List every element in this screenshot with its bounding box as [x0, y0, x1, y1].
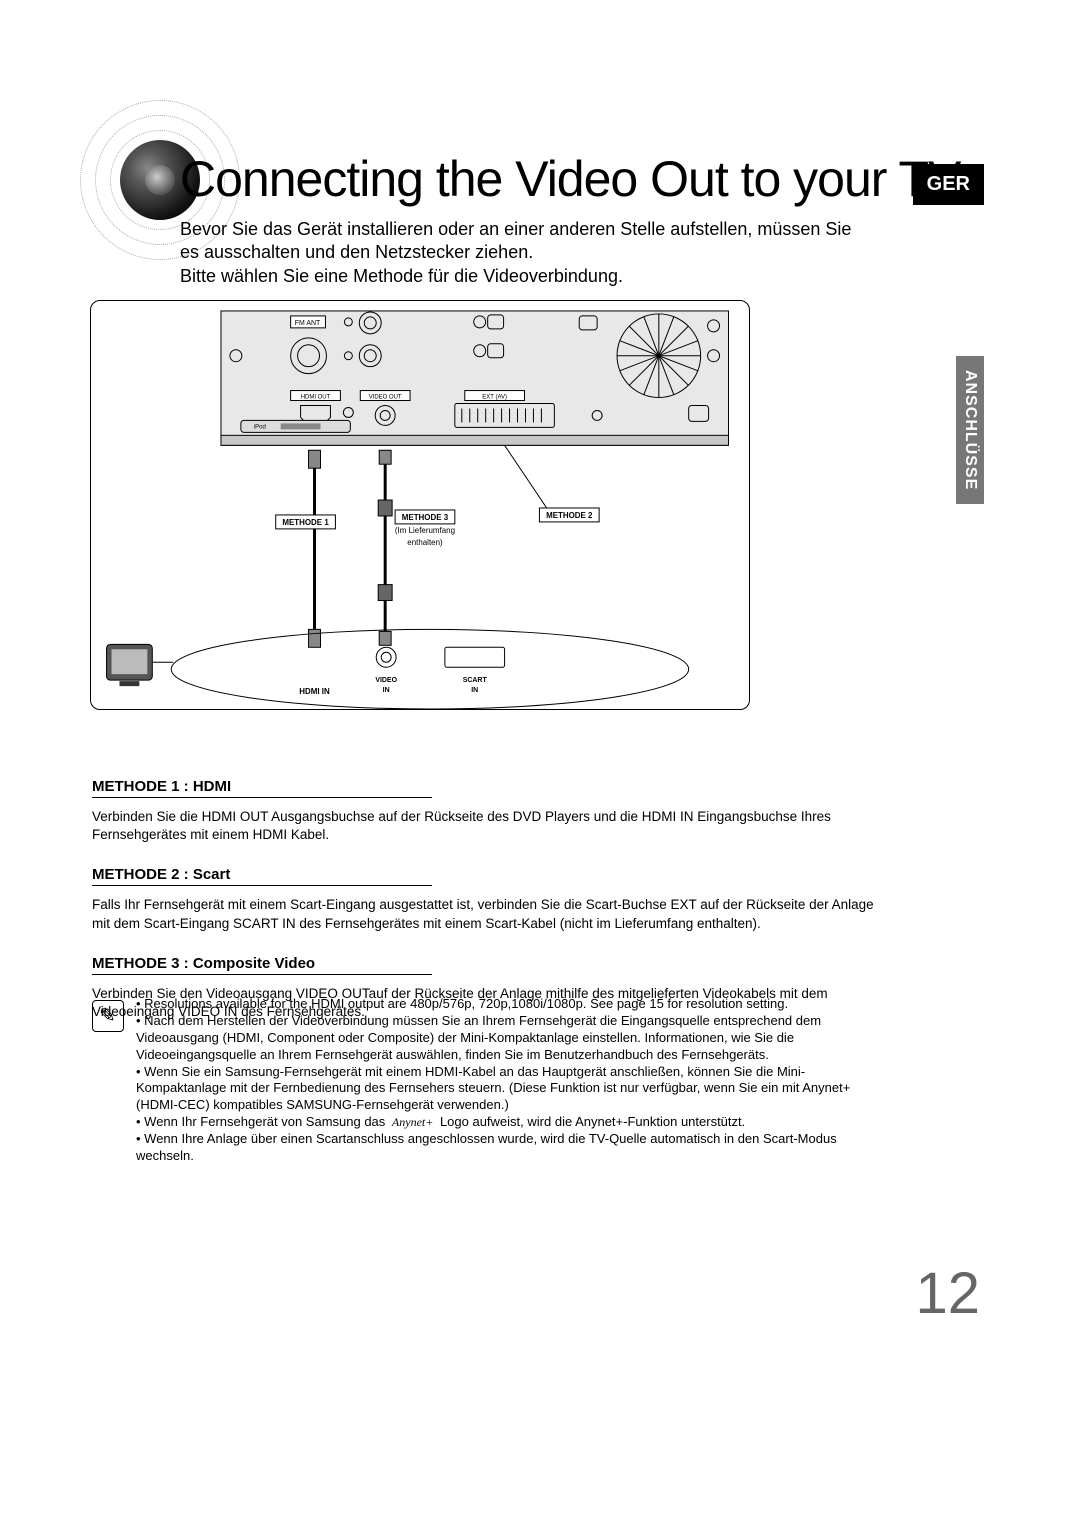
svg-text:IN: IN — [471, 687, 478, 694]
methode3b-tag: (Im Lieferumfang — [395, 526, 455, 535]
ipod-label: iPod — [254, 424, 266, 430]
language-badge: GER — [913, 164, 984, 205]
note-icon — [92, 1000, 124, 1032]
note-item: Wenn Ihr Fernsehgerät von Samsung das An… — [136, 1114, 892, 1131]
videoout-label: VIDEO OUT — [369, 395, 402, 401]
fmant-label: FM ANT — [295, 320, 321, 327]
svg-text:SCART: SCART — [463, 677, 488, 684]
extav-label: EXT (AV) — [482, 395, 507, 401]
methode3c-tag: enthalten) — [407, 538, 443, 547]
hdmiout-label: HDMI OUT — [301, 395, 331, 401]
hdmiin-label: HDMI IN — [299, 687, 330, 696]
svg-text:VIDEO: VIDEO — [375, 677, 397, 684]
svg-text:IN: IN — [383, 687, 390, 694]
method1-text: Verbinden Sie die HDMI OUT Ausgangsbuchs… — [92, 808, 882, 844]
methods-section: METHODE 1 : HDMI Verbinden Sie die HDMI … — [92, 756, 882, 1021]
page-number: 12 — [915, 1260, 980, 1327]
method3-heading: METHODE 3 : Composite Video — [92, 955, 432, 975]
methode1-tag: METHODE 1 — [282, 518, 329, 527]
methode3-tag: METHODE 3 — [402, 513, 449, 522]
connection-diagram: FM ANT HDMI OUT — [90, 300, 750, 710]
note-item: Wenn Sie ein Samsung-Fernsehgerät mit ei… — [136, 1064, 892, 1115]
notes-list: Resolutions available for the HDMI outpu… — [136, 996, 892, 1165]
intro-text: Bevor Sie das Gerät installieren oder an… — [180, 218, 860, 288]
page-title: Connecting the Video Out to your TV — [180, 150, 960, 208]
section-tab: ANSCHLÜSSE — [956, 356, 984, 504]
note-item: Resolutions available for the HDMI outpu… — [136, 996, 892, 1013]
method2-text: Falls Ihr Fernsehgerät mit einem Scart-E… — [92, 896, 882, 932]
notes-block: Resolutions available for the HDMI outpu… — [92, 996, 892, 1165]
methode2-tag: METHODE 2 — [546, 511, 593, 520]
note-item: Wenn Ihre Anlage über einen Scartanschlu… — [136, 1131, 892, 1165]
method2-heading: METHODE 2 : Scart — [92, 866, 432, 886]
method1-heading: METHODE 1 : HDMI — [92, 778, 432, 798]
note-item: Nach dem Herstellen der Videoverbindung … — [136, 1013, 892, 1064]
